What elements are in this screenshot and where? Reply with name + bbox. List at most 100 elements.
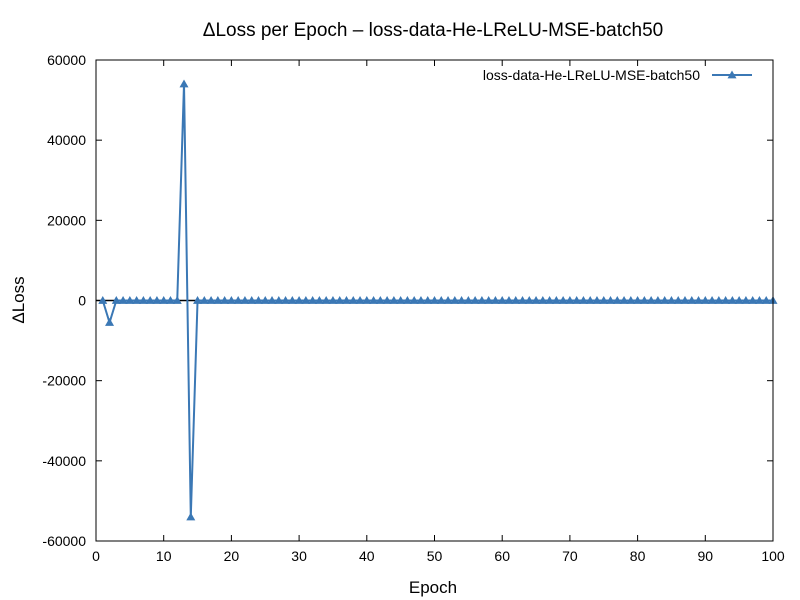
data-point — [253, 296, 263, 304]
data-point — [240, 296, 250, 304]
data-point — [497, 296, 507, 304]
data-point — [734, 296, 744, 304]
data-point — [423, 296, 433, 304]
data-point — [314, 296, 324, 304]
data-point — [558, 296, 568, 304]
plot-frame — [95, 59, 774, 542]
x-tick-label: 20 — [224, 548, 240, 564]
legend: loss-data-He-LReLU-MSE-batch50 — [483, 67, 752, 83]
data-point — [727, 296, 737, 304]
x-tick-label: 100 — [761, 548, 785, 564]
data-point — [396, 296, 406, 304]
data-point — [673, 296, 683, 304]
data-point — [294, 296, 304, 304]
data-point — [348, 296, 358, 304]
data-point — [721, 296, 731, 304]
data-point — [430, 296, 439, 304]
data-point — [599, 296, 609, 304]
data-point — [646, 296, 656, 304]
data-point — [585, 296, 595, 304]
x-axis-label: Epoch — [409, 578, 457, 597]
data-point — [409, 296, 419, 304]
data-point — [450, 296, 460, 304]
data-point — [477, 296, 487, 304]
data-point — [761, 296, 771, 304]
data-point — [484, 296, 494, 304]
data-point — [118, 296, 128, 304]
x-tick-label: 40 — [359, 548, 375, 564]
data-point — [504, 296, 514, 304]
x-tick-label: 90 — [698, 548, 714, 564]
data-point — [138, 296, 148, 304]
data-point — [105, 318, 115, 326]
legend-marker-sample — [727, 70, 737, 79]
data-point — [335, 296, 345, 304]
data-point — [341, 296, 351, 304]
data-point — [470, 296, 480, 304]
data-point — [443, 296, 453, 304]
data-point — [653, 296, 663, 304]
data-point — [132, 296, 142, 304]
data-point — [267, 296, 277, 304]
x-tick-label: 30 — [291, 548, 307, 564]
data-point — [694, 296, 704, 304]
data-point — [680, 296, 690, 304]
data-point — [633, 296, 643, 304]
data-point — [572, 296, 582, 304]
data-point — [457, 296, 467, 304]
data-point — [172, 296, 182, 304]
data-point — [301, 296, 311, 304]
data-point — [741, 296, 751, 304]
data-point — [639, 296, 649, 304]
series-line — [101, 83, 773, 518]
data-point — [416, 296, 426, 304]
data-point — [321, 296, 331, 304]
data-point — [125, 296, 135, 304]
data-point — [436, 296, 446, 304]
data-point — [666, 296, 676, 304]
data-point — [152, 296, 162, 304]
x-tick-label: 70 — [562, 548, 578, 564]
data-point — [754, 296, 764, 304]
data-point — [490, 296, 500, 304]
data-point — [578, 296, 588, 304]
y-tick-label: 60000 — [47, 52, 86, 68]
legend-label: loss-data-He-LReLU-MSE-batch50 — [483, 67, 700, 83]
y-tick-label: 40000 — [47, 132, 86, 148]
data-point — [402, 296, 412, 304]
y-tick-label: -40000 — [42, 453, 86, 469]
data-point — [287, 296, 297, 304]
data-point — [206, 296, 216, 304]
data-point — [524, 296, 534, 304]
x-tick-label: 0 — [92, 548, 100, 564]
data-point — [714, 296, 724, 304]
data-point — [389, 296, 399, 304]
x-tick-label: 50 — [427, 548, 443, 564]
data-point — [531, 296, 541, 304]
data-point — [159, 296, 169, 304]
data-point — [748, 296, 758, 304]
data-point — [199, 296, 209, 304]
data-point — [660, 296, 670, 304]
y-tick-label: -60000 — [42, 533, 86, 549]
data-point — [226, 296, 236, 304]
y-tick-label: -20000 — [42, 373, 86, 389]
data-point — [592, 296, 602, 304]
data-point — [274, 296, 284, 304]
data-point — [612, 296, 622, 304]
data-point — [707, 296, 717, 304]
data-point — [247, 296, 257, 304]
y-axis-label: ΔLoss — [9, 276, 28, 323]
data-point — [98, 296, 108, 304]
data-point — [233, 296, 243, 304]
data-point — [626, 296, 636, 304]
data-point — [111, 296, 121, 304]
data-point — [538, 296, 548, 304]
y-tick-label: 20000 — [47, 212, 86, 228]
y-tick-label: 0 — [78, 293, 86, 309]
x-tick-label: 60 — [494, 548, 510, 564]
data-point — [362, 296, 372, 304]
data-point — [179, 79, 189, 88]
data-point — [308, 296, 318, 304]
series-group — [98, 79, 778, 521]
